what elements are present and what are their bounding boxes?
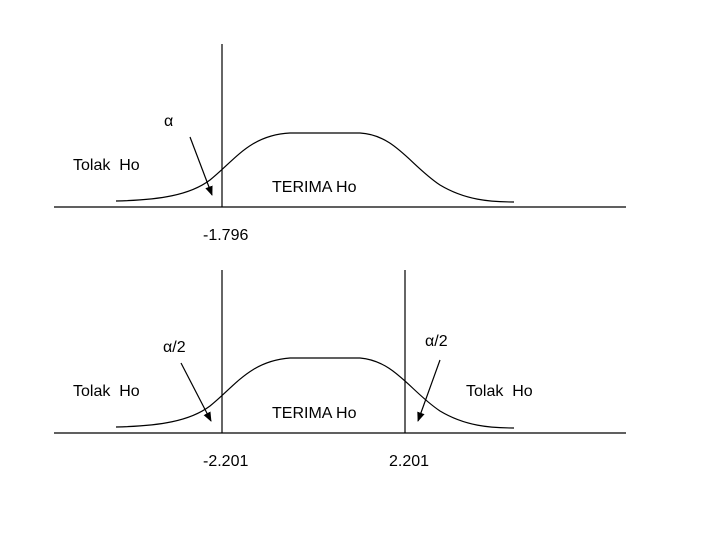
reject-right-label: Tolak Ho bbox=[466, 383, 533, 400]
reject-label: Tolak Ho bbox=[73, 157, 140, 174]
one-tailed-panel: α Tolak Ho TERIMA Ho -1.796 bbox=[54, 44, 626, 244]
two-tailed-panel: α/2 α/2 Tolak Ho Tolak Ho TERIMA Ho -2.2… bbox=[54, 270, 626, 470]
critical-value: -1.796 bbox=[203, 227, 248, 244]
alpha-right-label: α/2 bbox=[425, 333, 448, 350]
distribution-curve bbox=[115, 357, 515, 429]
distribution-curve bbox=[115, 132, 515, 203]
accept-label: TERIMA Ho bbox=[272, 179, 357, 196]
arrow bbox=[180, 362, 212, 422]
critical-right-value: 2.201 bbox=[389, 453, 429, 470]
alpha-label: α bbox=[164, 113, 173, 130]
alpha-left-label: α/2 bbox=[163, 339, 186, 356]
accept-label: TERIMA Ho bbox=[272, 405, 357, 422]
reject-left-label: Tolak Ho bbox=[73, 383, 140, 400]
arrow bbox=[189, 136, 213, 196]
critical-left-value: -2.201 bbox=[203, 453, 248, 470]
arrow bbox=[417, 359, 441, 422]
